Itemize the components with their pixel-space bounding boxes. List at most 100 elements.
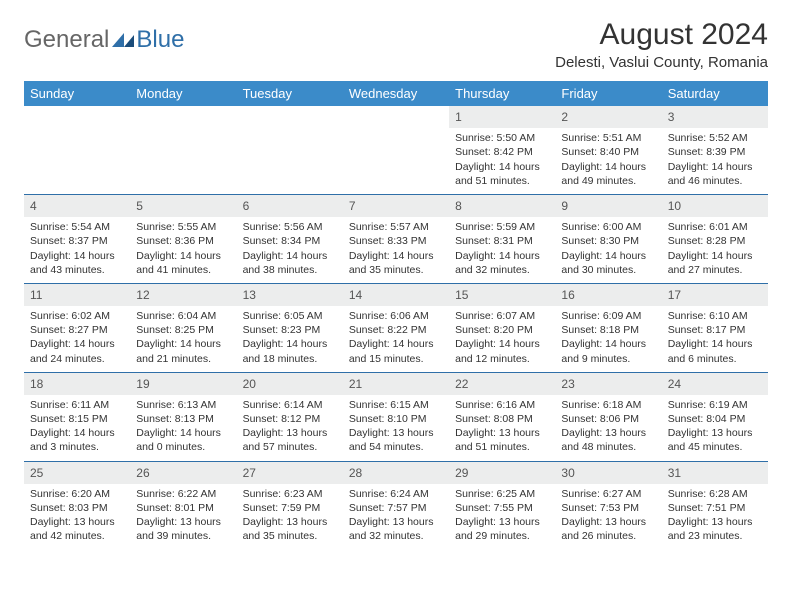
calendar-cell: 3Sunrise: 5:52 AMSunset: 8:39 PMDaylight… xyxy=(662,106,768,194)
cell-body: Sunrise: 6:06 AMSunset: 8:22 PMDaylight:… xyxy=(343,306,449,372)
day-number: 19 xyxy=(130,372,236,395)
logo: General Blue xyxy=(24,26,184,54)
day-header-row: Sunday Monday Tuesday Wednesday Thursday… xyxy=(24,81,768,106)
sunset-text: Sunset: 8:01 PM xyxy=(136,501,230,515)
calendar-cell: 26Sunrise: 6:22 AMSunset: 8:01 PMDayligh… xyxy=(130,461,236,550)
day-header-monday: Monday xyxy=(130,81,236,106)
daylight-text: Daylight: 13 hours xyxy=(349,426,443,440)
cell-body: Sunrise: 5:56 AMSunset: 8:34 PMDaylight:… xyxy=(237,217,343,283)
day-number: 30 xyxy=(555,461,661,484)
daylight-text: and 0 minutes. xyxy=(136,440,230,454)
cell-body: Sunrise: 5:51 AMSunset: 8:40 PMDaylight:… xyxy=(555,128,661,194)
day-number: 23 xyxy=(555,372,661,395)
week-row: 25Sunrise: 6:20 AMSunset: 8:03 PMDayligh… xyxy=(24,461,768,550)
sunset-text: Sunset: 7:53 PM xyxy=(561,501,655,515)
calendar-cell: 2Sunrise: 5:51 AMSunset: 8:40 PMDaylight… xyxy=(555,106,661,194)
daylight-text: and 54 minutes. xyxy=(349,440,443,454)
day-number: 25 xyxy=(24,461,130,484)
sunset-text: Sunset: 8:39 PM xyxy=(668,145,762,159)
title-block: August 2024 Delesti, Vaslui County, Roma… xyxy=(555,18,768,71)
daylight-text: Daylight: 14 hours xyxy=(30,249,124,263)
daylight-text: and 12 minutes. xyxy=(455,352,549,366)
sunset-text: Sunset: 8:17 PM xyxy=(668,323,762,337)
sunrise-text: Sunrise: 5:56 AM xyxy=(243,220,337,234)
day-number: 31 xyxy=(662,461,768,484)
day-number xyxy=(24,106,130,112)
day-number: 26 xyxy=(130,461,236,484)
daylight-text: and 42 minutes. xyxy=(30,529,124,543)
sunset-text: Sunset: 8:10 PM xyxy=(349,412,443,426)
daylight-text: and 32 minutes. xyxy=(455,263,549,277)
daylight-text: Daylight: 14 hours xyxy=(455,337,549,351)
calendar-cell xyxy=(237,106,343,194)
daylight-text: Daylight: 14 hours xyxy=(349,337,443,351)
cell-body: Sunrise: 6:22 AMSunset: 8:01 PMDaylight:… xyxy=(130,484,236,550)
cell-body: Sunrise: 6:04 AMSunset: 8:25 PMDaylight:… xyxy=(130,306,236,372)
cell-body: Sunrise: 6:11 AMSunset: 8:15 PMDaylight:… xyxy=(24,395,130,461)
sunset-text: Sunset: 8:34 PM xyxy=(243,234,337,248)
calendar-cell: 30Sunrise: 6:27 AMSunset: 7:53 PMDayligh… xyxy=(555,461,661,550)
calendar-cell: 17Sunrise: 6:10 AMSunset: 8:17 PMDayligh… xyxy=(662,283,768,372)
day-number: 1 xyxy=(449,106,555,128)
cell-body: Sunrise: 6:10 AMSunset: 8:17 PMDaylight:… xyxy=(662,306,768,372)
sunset-text: Sunset: 8:13 PM xyxy=(136,412,230,426)
sunset-text: Sunset: 7:57 PM xyxy=(349,501,443,515)
day-number: 18 xyxy=(24,372,130,395)
cell-body: Sunrise: 6:05 AMSunset: 8:23 PMDaylight:… xyxy=(237,306,343,372)
calendar-cell: 23Sunrise: 6:18 AMSunset: 8:06 PMDayligh… xyxy=(555,372,661,461)
sunset-text: Sunset: 8:06 PM xyxy=(561,412,655,426)
daylight-text: Daylight: 13 hours xyxy=(668,426,762,440)
sunrise-text: Sunrise: 6:19 AM xyxy=(668,398,762,412)
calendar-cell: 6Sunrise: 5:56 AMSunset: 8:34 PMDaylight… xyxy=(237,194,343,283)
sunset-text: Sunset: 8:15 PM xyxy=(30,412,124,426)
weeks-container: 1Sunrise: 5:50 AMSunset: 8:42 PMDaylight… xyxy=(24,106,768,550)
sunrise-text: Sunrise: 6:24 AM xyxy=(349,487,443,501)
daylight-text: Daylight: 14 hours xyxy=(561,160,655,174)
sunset-text: Sunset: 8:28 PM xyxy=(668,234,762,248)
sunset-text: Sunset: 7:59 PM xyxy=(243,501,337,515)
calendar-cell xyxy=(130,106,236,194)
sunset-text: Sunset: 8:25 PM xyxy=(136,323,230,337)
daylight-text: Daylight: 14 hours xyxy=(136,337,230,351)
daylight-text: and 46 minutes. xyxy=(668,174,762,188)
daylight-text: Daylight: 13 hours xyxy=(455,426,549,440)
cell-body: Sunrise: 6:24 AMSunset: 7:57 PMDaylight:… xyxy=(343,484,449,550)
day-header-tuesday: Tuesday xyxy=(237,81,343,106)
cell-body: Sunrise: 6:07 AMSunset: 8:20 PMDaylight:… xyxy=(449,306,555,372)
cell-body: Sunrise: 6:23 AMSunset: 7:59 PMDaylight:… xyxy=(237,484,343,550)
daylight-text: Daylight: 13 hours xyxy=(561,515,655,529)
cell-body: Sunrise: 5:50 AMSunset: 8:42 PMDaylight:… xyxy=(449,128,555,194)
day-number: 17 xyxy=(662,283,768,306)
day-number: 5 xyxy=(130,194,236,217)
daylight-text: and 21 minutes. xyxy=(136,352,230,366)
daylight-text: Daylight: 14 hours xyxy=(243,337,337,351)
day-number xyxy=(130,106,236,112)
sunrise-text: Sunrise: 6:22 AM xyxy=(136,487,230,501)
sunset-text: Sunset: 8:30 PM xyxy=(561,234,655,248)
calendar-cell xyxy=(343,106,449,194)
week-row: 4Sunrise: 5:54 AMSunset: 8:37 PMDaylight… xyxy=(24,194,768,283)
day-header-wednesday: Wednesday xyxy=(343,81,449,106)
calendar-cell: 7Sunrise: 5:57 AMSunset: 8:33 PMDaylight… xyxy=(343,194,449,283)
sunrise-text: Sunrise: 6:13 AM xyxy=(136,398,230,412)
day-number: 10 xyxy=(662,194,768,217)
sunset-text: Sunset: 8:08 PM xyxy=(455,412,549,426)
week-row: 18Sunrise: 6:11 AMSunset: 8:15 PMDayligh… xyxy=(24,372,768,461)
calendar-cell: 21Sunrise: 6:15 AMSunset: 8:10 PMDayligh… xyxy=(343,372,449,461)
header: General Blue August 2024 Delesti, Vaslui… xyxy=(24,18,768,71)
calendar-cell: 13Sunrise: 6:05 AMSunset: 8:23 PMDayligh… xyxy=(237,283,343,372)
cell-body: Sunrise: 6:27 AMSunset: 7:53 PMDaylight:… xyxy=(555,484,661,550)
calendar-cell: 28Sunrise: 6:24 AMSunset: 7:57 PMDayligh… xyxy=(343,461,449,550)
cell-body: Sunrise: 6:16 AMSunset: 8:08 PMDaylight:… xyxy=(449,395,555,461)
sunset-text: Sunset: 8:12 PM xyxy=(243,412,337,426)
sunset-text: Sunset: 7:51 PM xyxy=(668,501,762,515)
sunset-text: Sunset: 8:42 PM xyxy=(455,145,549,159)
sunrise-text: Sunrise: 6:00 AM xyxy=(561,220,655,234)
cell-body: Sunrise: 6:18 AMSunset: 8:06 PMDaylight:… xyxy=(555,395,661,461)
sunrise-text: Sunrise: 5:57 AM xyxy=(349,220,443,234)
cell-body: Sunrise: 6:02 AMSunset: 8:27 PMDaylight:… xyxy=(24,306,130,372)
daylight-text: Daylight: 14 hours xyxy=(668,337,762,351)
calendar-cell: 12Sunrise: 6:04 AMSunset: 8:25 PMDayligh… xyxy=(130,283,236,372)
sunrise-text: Sunrise: 6:25 AM xyxy=(455,487,549,501)
daylight-text: and 3 minutes. xyxy=(30,440,124,454)
